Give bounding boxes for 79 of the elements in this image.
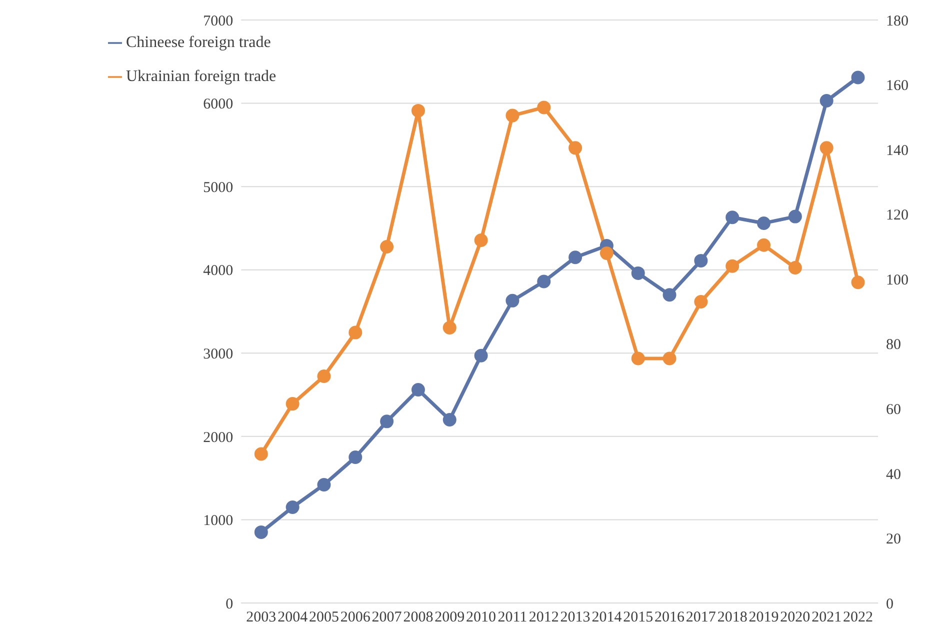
point [662,352,676,366]
x-tick-label: 2018 [717,610,748,626]
point [286,500,300,514]
point [631,266,645,280]
y-tick-label: 2000 [203,430,234,446]
y-tick-label: 7000 [203,13,234,30]
x-tick-label: 2016 [654,610,686,626]
x-tick-label: 2009 [434,610,465,626]
y2-tick-label: 180 [886,13,908,30]
x-tick-label: 2012 [528,610,559,626]
point [474,233,488,247]
y2-tick-label: 140 [886,142,908,159]
point [757,238,771,252]
point [411,104,425,118]
x-tick-label: 2019 [748,610,779,626]
point [851,70,865,84]
point [788,261,802,275]
y-tick-label: 3000 [203,346,234,362]
x-tick-label: 2005 [308,610,339,626]
x-tick-label: 2022 [843,610,873,626]
x-tick-label: 2008 [403,610,434,626]
point [506,294,520,308]
point [757,216,771,230]
y-tick-label: 6000 [203,96,234,113]
x-tick-label: 2011 [498,610,528,626]
legend-label: Chineese foreign trade [126,34,271,51]
point [254,525,268,539]
x-tick-label: 2015 [623,610,654,626]
point [537,274,551,288]
point [442,320,456,334]
x-tick-label: 2007 [372,610,402,626]
point [286,397,300,411]
point [317,478,331,492]
y-tick-label: 1000 [203,513,234,530]
x-tick-label: 2013 [560,610,590,626]
point [411,383,425,397]
y-tick-label: 5000 [203,180,234,196]
legend-label: Ukrainian foreign trade [126,68,276,85]
point [631,352,645,366]
x-tick-label: 2010 [466,610,496,626]
x-tick-label: 2017 [686,610,716,626]
y2-tick-label: 100 [886,272,908,288]
y2-tick-label: 120 [886,208,908,224]
point [537,100,551,114]
y2-tick-label: 160 [886,78,908,94]
y2-tick-label: 80 [886,337,901,354]
y-tick-label: 0 [226,596,234,612]
point [694,295,708,309]
point [820,94,834,108]
x-tick-label: 2006 [340,610,371,626]
point [662,288,676,302]
point [348,450,362,464]
point [442,413,456,427]
point [726,210,740,224]
point [317,370,331,384]
point [380,414,394,428]
point [694,254,708,268]
point [380,240,394,254]
point [254,447,268,461]
y2-tick-label: 40 [886,466,901,483]
y2-tick-label: 0 [886,596,894,612]
y2-tick-label: 60 [886,402,901,418]
y2-tick-label: 20 [886,532,901,548]
x-tick-label: 2021 [812,610,842,626]
x-tick-label: 2003 [246,610,276,626]
x-tick-label: 2004 [278,610,308,626]
point [851,276,865,290]
point [568,141,582,155]
point [820,141,834,155]
point [474,348,488,362]
y-tick-label: 4000 [203,263,234,280]
point [568,250,582,264]
point [348,326,362,340]
point [726,259,740,273]
point [788,210,802,224]
point [506,108,520,122]
x-tick-label: 2020 [780,610,810,626]
point [600,246,614,260]
x-tick-label: 2014 [592,610,622,626]
